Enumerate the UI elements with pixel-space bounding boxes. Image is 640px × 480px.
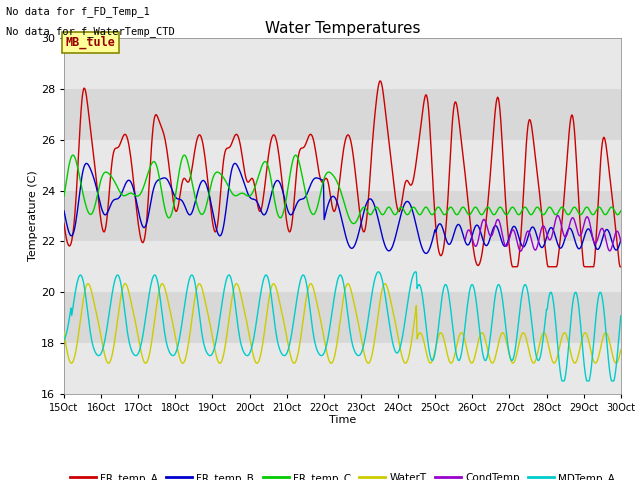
Y-axis label: Temperature (C): Temperature (C) bbox=[28, 170, 38, 262]
X-axis label: Time: Time bbox=[329, 415, 356, 425]
Text: No data for f_FD_Temp_1: No data for f_FD_Temp_1 bbox=[6, 6, 150, 17]
Text: No data for f_WaterTemp_CTD: No data for f_WaterTemp_CTD bbox=[6, 25, 175, 36]
Legend: FR_temp_A, FR_temp_B, FR_temp_C, WaterT, CondTemp, MDTemp_A: FR_temp_A, FR_temp_B, FR_temp_C, WaterT,… bbox=[65, 468, 620, 480]
Text: MB_tule: MB_tule bbox=[66, 36, 116, 49]
Bar bbox=[64, 140, 621, 191]
Title: Water Temperatures: Water Temperatures bbox=[265, 21, 420, 36]
Bar bbox=[64, 38, 621, 89]
Bar bbox=[64, 343, 621, 394]
Bar bbox=[64, 241, 621, 292]
